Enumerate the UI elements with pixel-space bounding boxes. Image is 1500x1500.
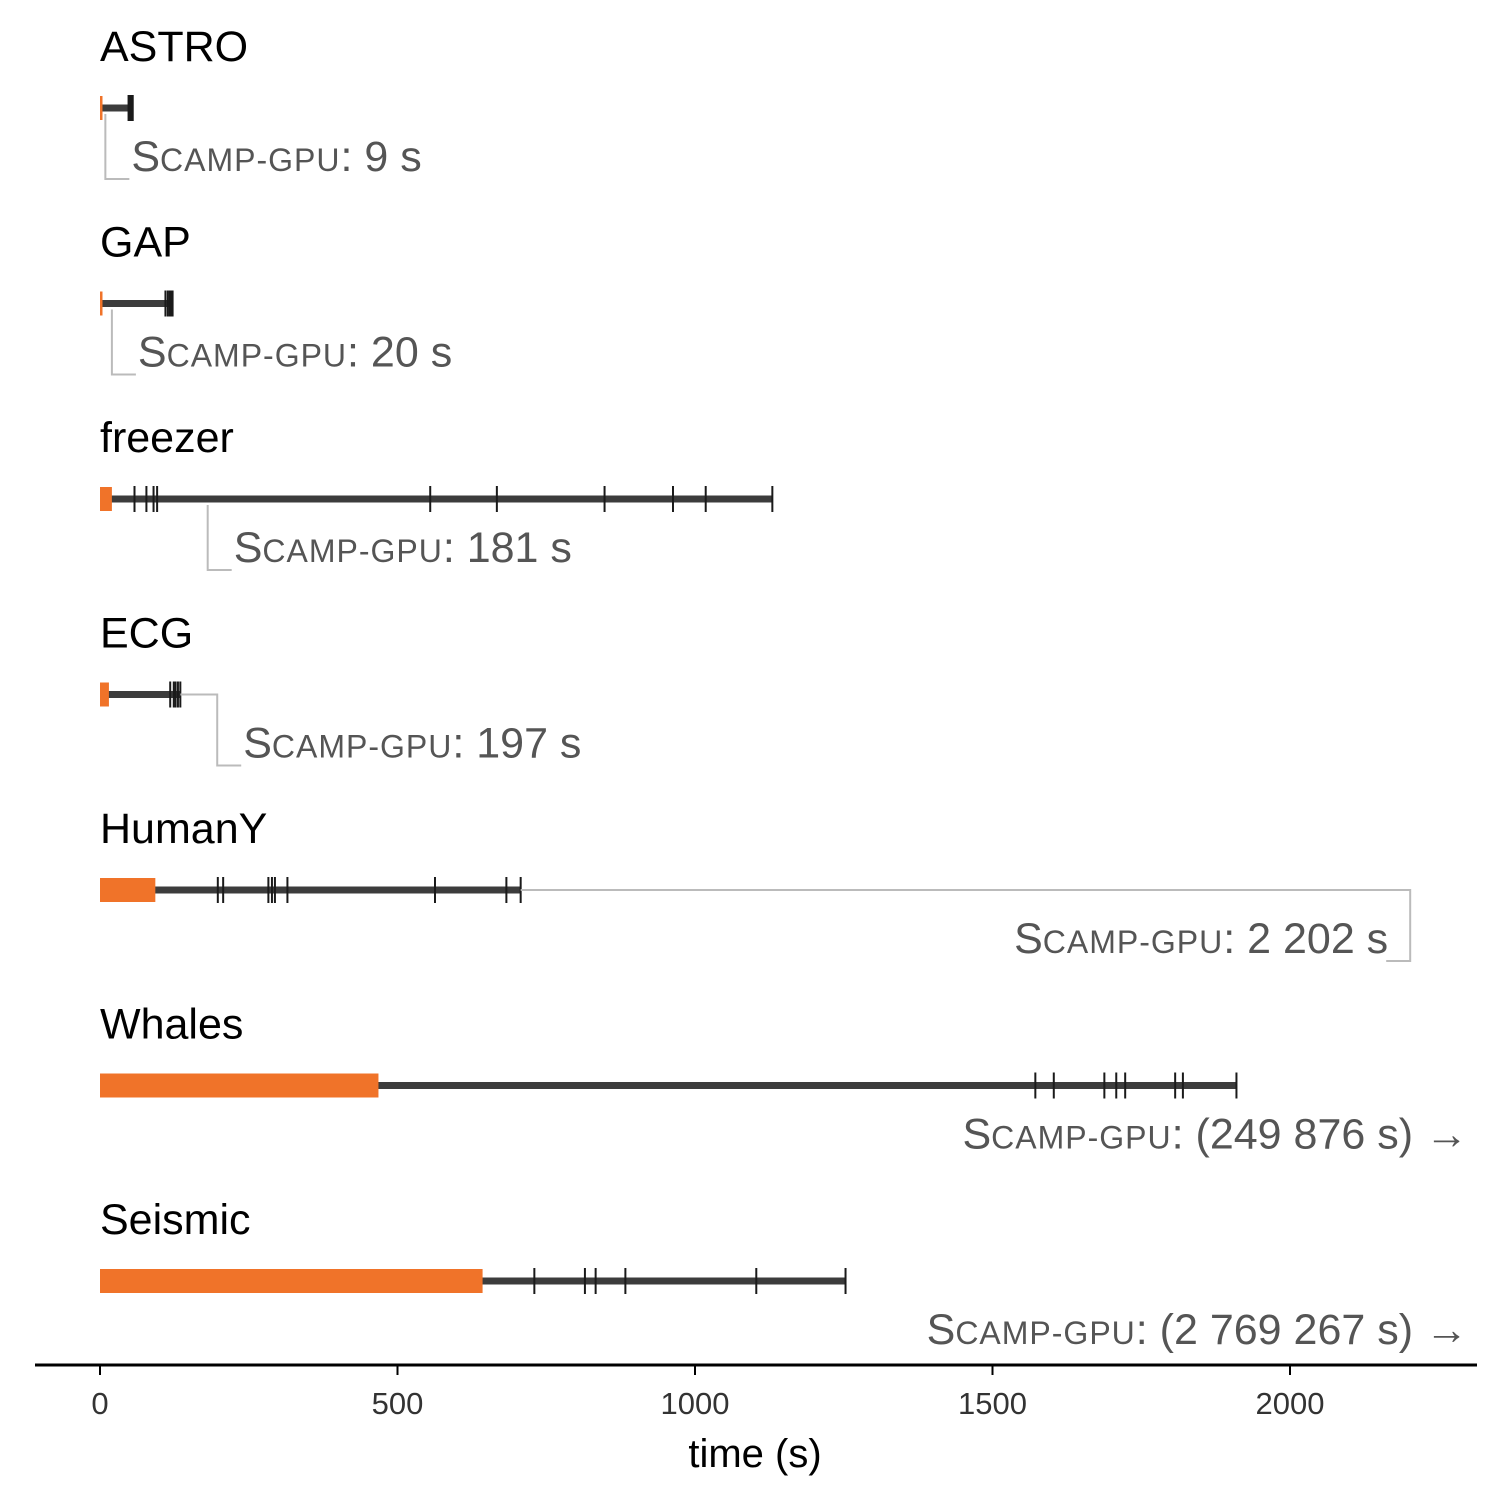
- x-tick-label: 1500: [958, 1386, 1027, 1421]
- setup-bar: [100, 878, 156, 902]
- scamp-label-smallcaps: CAMP-GPU: [167, 338, 347, 374]
- scamp-label-value: : 20 s: [347, 329, 452, 377]
- x-tick-label: 2000: [1256, 1386, 1325, 1421]
- scamp-label-cap: S: [927, 1306, 956, 1354]
- scamp-label: SCAMP-GPU: (2 769 267 s) →: [927, 1306, 1468, 1354]
- x-tick-label: 0: [91, 1386, 108, 1421]
- dataset-row-astro: ASTRO SCAMP-GPU: 9 s: [100, 23, 422, 181]
- scamp-label: SCAMP-GPU: 20 s: [138, 329, 452, 377]
- scamp-label: SCAMP-GPU: (249 876 s) →: [962, 1111, 1468, 1159]
- dataset-title: Seismic: [100, 1196, 251, 1244]
- scamp-leader: [520, 889, 1412, 962]
- dataset-title: GAP: [100, 219, 191, 267]
- scamp-leader: [110, 309, 136, 376]
- scamp-label-cap: S: [234, 524, 263, 572]
- setup-bar: [100, 682, 109, 707]
- scamp-label-cap: S: [131, 133, 160, 181]
- dataset-title: ECG: [100, 610, 193, 658]
- scamp-label-value: : (2 769 267 s) →: [1136, 1306, 1468, 1354]
- scamp-label: SCAMP-GPU: 181 s: [234, 524, 572, 572]
- dataset-title: freezer: [100, 414, 234, 462]
- scamp-label-smallcaps: CAMP-GPU: [272, 729, 452, 765]
- scamp-label-cap: S: [1014, 915, 1043, 963]
- scamp-leader: [104, 114, 130, 180]
- scamp-label: SCAMP-GPU: 9 s: [131, 133, 421, 181]
- setup-bar: [100, 96, 103, 120]
- scamp-label-cap: S: [243, 720, 272, 768]
- dataset-title: HumanY: [100, 805, 267, 853]
- scamp-label: SCAMP-GPU: 2 202 s: [1014, 915, 1388, 963]
- dataset-row-whales: Whales SCAMP-GPU: (249 876 s) →: [100, 1001, 1468, 1159]
- scamp-label-value: : 9 s: [340, 133, 421, 181]
- scamp-label-value: : 181 s: [443, 524, 572, 572]
- dataset-row-ecg: ECG SCAMP-GPU: 197 s: [100, 610, 581, 768]
- setup-bar: [100, 291, 103, 316]
- dataset-title: Whales: [100, 1001, 243, 1049]
- scamp-leader: [206, 505, 232, 571]
- scamp-label-smallcaps: CAMP-GPU: [955, 1315, 1135, 1351]
- x-axis-title: time (s): [688, 1432, 821, 1476]
- scamp-label-cap: S: [138, 329, 167, 377]
- scamp-label-smallcaps: CAMP-GPU: [160, 142, 340, 178]
- scamp-label-value: : 2 202 s: [1223, 915, 1388, 963]
- dataset-title: ASTRO: [100, 23, 248, 71]
- scamp-label: SCAMP-GPU: 197 s: [243, 720, 581, 768]
- dataset-row-freezer: freezer SCAMP-GPU: 181 s: [100, 414, 774, 572]
- scamp-label-smallcaps: CAMP-GPU: [1043, 924, 1223, 960]
- x-tick-label: 500: [372, 1386, 424, 1421]
- dataset-row-gap: GAP SCAMP-GPU: 20 s: [100, 219, 452, 377]
- scamp-leader: [180, 693, 242, 767]
- scamp-label-cap: S: [962, 1111, 991, 1159]
- x-axis-ticks: 0 500 1000 1500 2000: [91, 1365, 1324, 1421]
- setup-bar: [100, 487, 112, 511]
- scamp-label-value: : (249 876 s) →: [1172, 1111, 1468, 1159]
- dataset-row-seismic: Seismic SCAMP-GPU: (2 769 267 s) →: [100, 1196, 1468, 1354]
- setup-bar: [100, 1269, 483, 1293]
- scamp-label-smallcaps: CAMP-GPU: [991, 1120, 1171, 1156]
- scamp-label-value: : 197 s: [452, 720, 581, 768]
- x-tick-label: 1000: [661, 1386, 730, 1421]
- dataset-row-humany: HumanY SCAMP-GPU: 2 202 s: [100, 805, 1412, 963]
- scamp-label-smallcaps: CAMP-GPU: [262, 533, 442, 569]
- setup-bar: [100, 1073, 379, 1098]
